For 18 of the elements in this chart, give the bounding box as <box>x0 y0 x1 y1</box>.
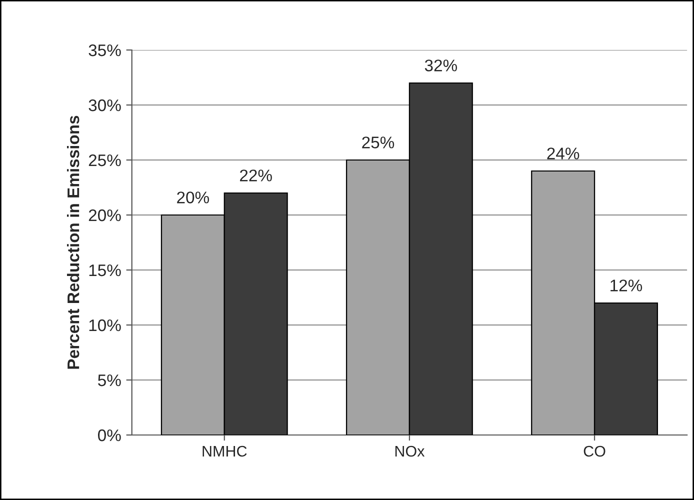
y-axis-title: Percent Reduction in Emissions <box>66 116 80 369</box>
x-tick-label: NMHC <box>202 446 247 457</box>
data-label: 20% <box>177 192 210 204</box>
x-tick-label: NOx <box>395 446 425 457</box>
data-label: 12% <box>610 280 642 292</box>
y-tick-label: 5% <box>98 374 121 386</box>
y-tick-label: 10% <box>89 319 121 332</box>
y-tick-label: 15% <box>89 264 121 276</box>
y-tick-label: 20% <box>88 209 121 222</box>
x-tick-label: CO <box>584 446 606 457</box>
data-label: 22% <box>240 170 272 182</box>
y-tick-label: 0% <box>98 429 121 442</box>
y-tick-label: 25% <box>88 154 121 166</box>
y-tick-label: 35% <box>88 44 121 56</box>
data-label: 32% <box>424 60 458 72</box>
y-tick-label: 30% <box>88 99 121 112</box>
data-label: 25% <box>362 136 394 148</box>
data-label: 24% <box>547 148 580 160</box>
